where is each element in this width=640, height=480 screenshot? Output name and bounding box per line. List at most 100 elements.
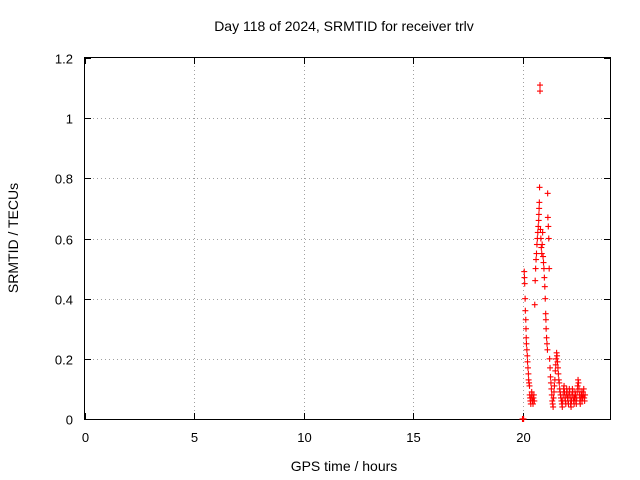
x-tick-label: 5	[191, 430, 198, 445]
data-point	[547, 373, 554, 380]
data-point	[544, 346, 551, 353]
data-point	[580, 385, 587, 392]
y-tick-label: 0.8	[55, 172, 73, 187]
data-point	[523, 334, 530, 341]
y-tick-label: 0	[66, 413, 73, 428]
data-point	[540, 253, 547, 260]
data-point	[538, 244, 545, 251]
data-point	[522, 295, 529, 302]
data-point	[537, 88, 543, 95]
plot-frame	[84, 57, 611, 420]
data-point	[550, 403, 557, 410]
data-point	[532, 265, 539, 272]
data-point	[520, 416, 527, 422]
data-point	[575, 379, 582, 386]
y-tick-label: 0.4	[55, 293, 73, 308]
data-point	[522, 316, 529, 323]
data-point	[553, 355, 560, 362]
data-point	[542, 295, 549, 302]
data-point	[533, 256, 540, 263]
x-tick-label: 20	[516, 430, 530, 445]
data-point	[582, 391, 589, 398]
data-point	[541, 274, 548, 281]
data-point	[533, 250, 540, 257]
data-point	[559, 403, 566, 410]
data-point	[539, 229, 546, 236]
data-point	[548, 385, 555, 392]
data-point	[548, 391, 555, 398]
data-point	[523, 346, 530, 353]
data-point	[545, 223, 552, 230]
data-point	[556, 379, 563, 386]
data-point	[535, 217, 542, 224]
data-point	[523, 325, 529, 332]
data-point	[546, 265, 553, 272]
data-point	[522, 307, 529, 314]
data-point	[532, 277, 539, 284]
data-point	[547, 364, 554, 371]
data-point	[550, 394, 557, 401]
data-point	[533, 241, 540, 248]
data-point	[542, 310, 549, 317]
data-point	[531, 397, 538, 404]
data-point	[537, 82, 543, 89]
data-point	[554, 364, 561, 371]
grid-layer	[85, 58, 610, 419]
data-point	[530, 400, 536, 407]
x-axis-title: GPS time / hours	[291, 458, 398, 474]
data-point	[521, 274, 528, 281]
data-point	[541, 283, 548, 290]
data-point	[574, 382, 581, 389]
points-layer	[519, 82, 589, 422]
data-point	[539, 241, 546, 248]
data-point	[551, 388, 557, 395]
x-tick-label: 15	[406, 430, 420, 445]
data-point	[552, 367, 559, 374]
data-point	[544, 190, 551, 197]
y-tick-label: 0.2	[55, 353, 73, 368]
data-point	[577, 400, 584, 407]
y-tick-label: 1	[66, 112, 73, 127]
data-point	[535, 211, 542, 218]
data-point	[568, 403, 575, 410]
y-axis-title: SRMTID / TECUs	[5, 183, 21, 293]
data-point	[561, 382, 568, 389]
data-point	[531, 301, 538, 308]
data-point	[526, 382, 533, 389]
data-point	[542, 316, 549, 323]
ticks-layer: 0 5 10 15 20 0 0.2 0.4 0.6 0.8 1 1.2	[55, 52, 610, 445]
data-point	[540, 259, 547, 266]
data-point	[524, 364, 531, 371]
data-point	[524, 358, 531, 365]
data-point	[530, 391, 537, 398]
data-point	[521, 280, 528, 287]
data-point	[523, 340, 530, 347]
data-point	[538, 250, 545, 257]
data-point	[525, 370, 532, 377]
data-point	[540, 265, 547, 272]
x-tick-label: 10	[297, 430, 311, 445]
data-point	[554, 352, 561, 359]
data-point	[543, 334, 550, 341]
data-point	[536, 199, 543, 206]
data-point	[524, 352, 531, 359]
data-point	[546, 355, 553, 362]
data-point	[545, 235, 552, 242]
data-point	[581, 397, 588, 404]
chart-title: Day 118 of 2024, SRMTID for receiver trl…	[214, 18, 474, 34]
data-point	[551, 382, 558, 389]
data-point	[544, 214, 551, 221]
x-tick-label: 0	[82, 430, 89, 445]
data-point	[543, 325, 550, 332]
data-point	[555, 370, 562, 377]
data-point	[537, 226, 544, 233]
data-point	[536, 205, 543, 212]
data-point	[536, 184, 543, 191]
data-point	[552, 361, 559, 368]
data-point	[521, 268, 528, 275]
y-tick-label: 0.6	[55, 233, 73, 248]
data-point	[544, 340, 550, 347]
data-point	[554, 358, 561, 365]
y-tick-label: 1.2	[55, 52, 73, 67]
